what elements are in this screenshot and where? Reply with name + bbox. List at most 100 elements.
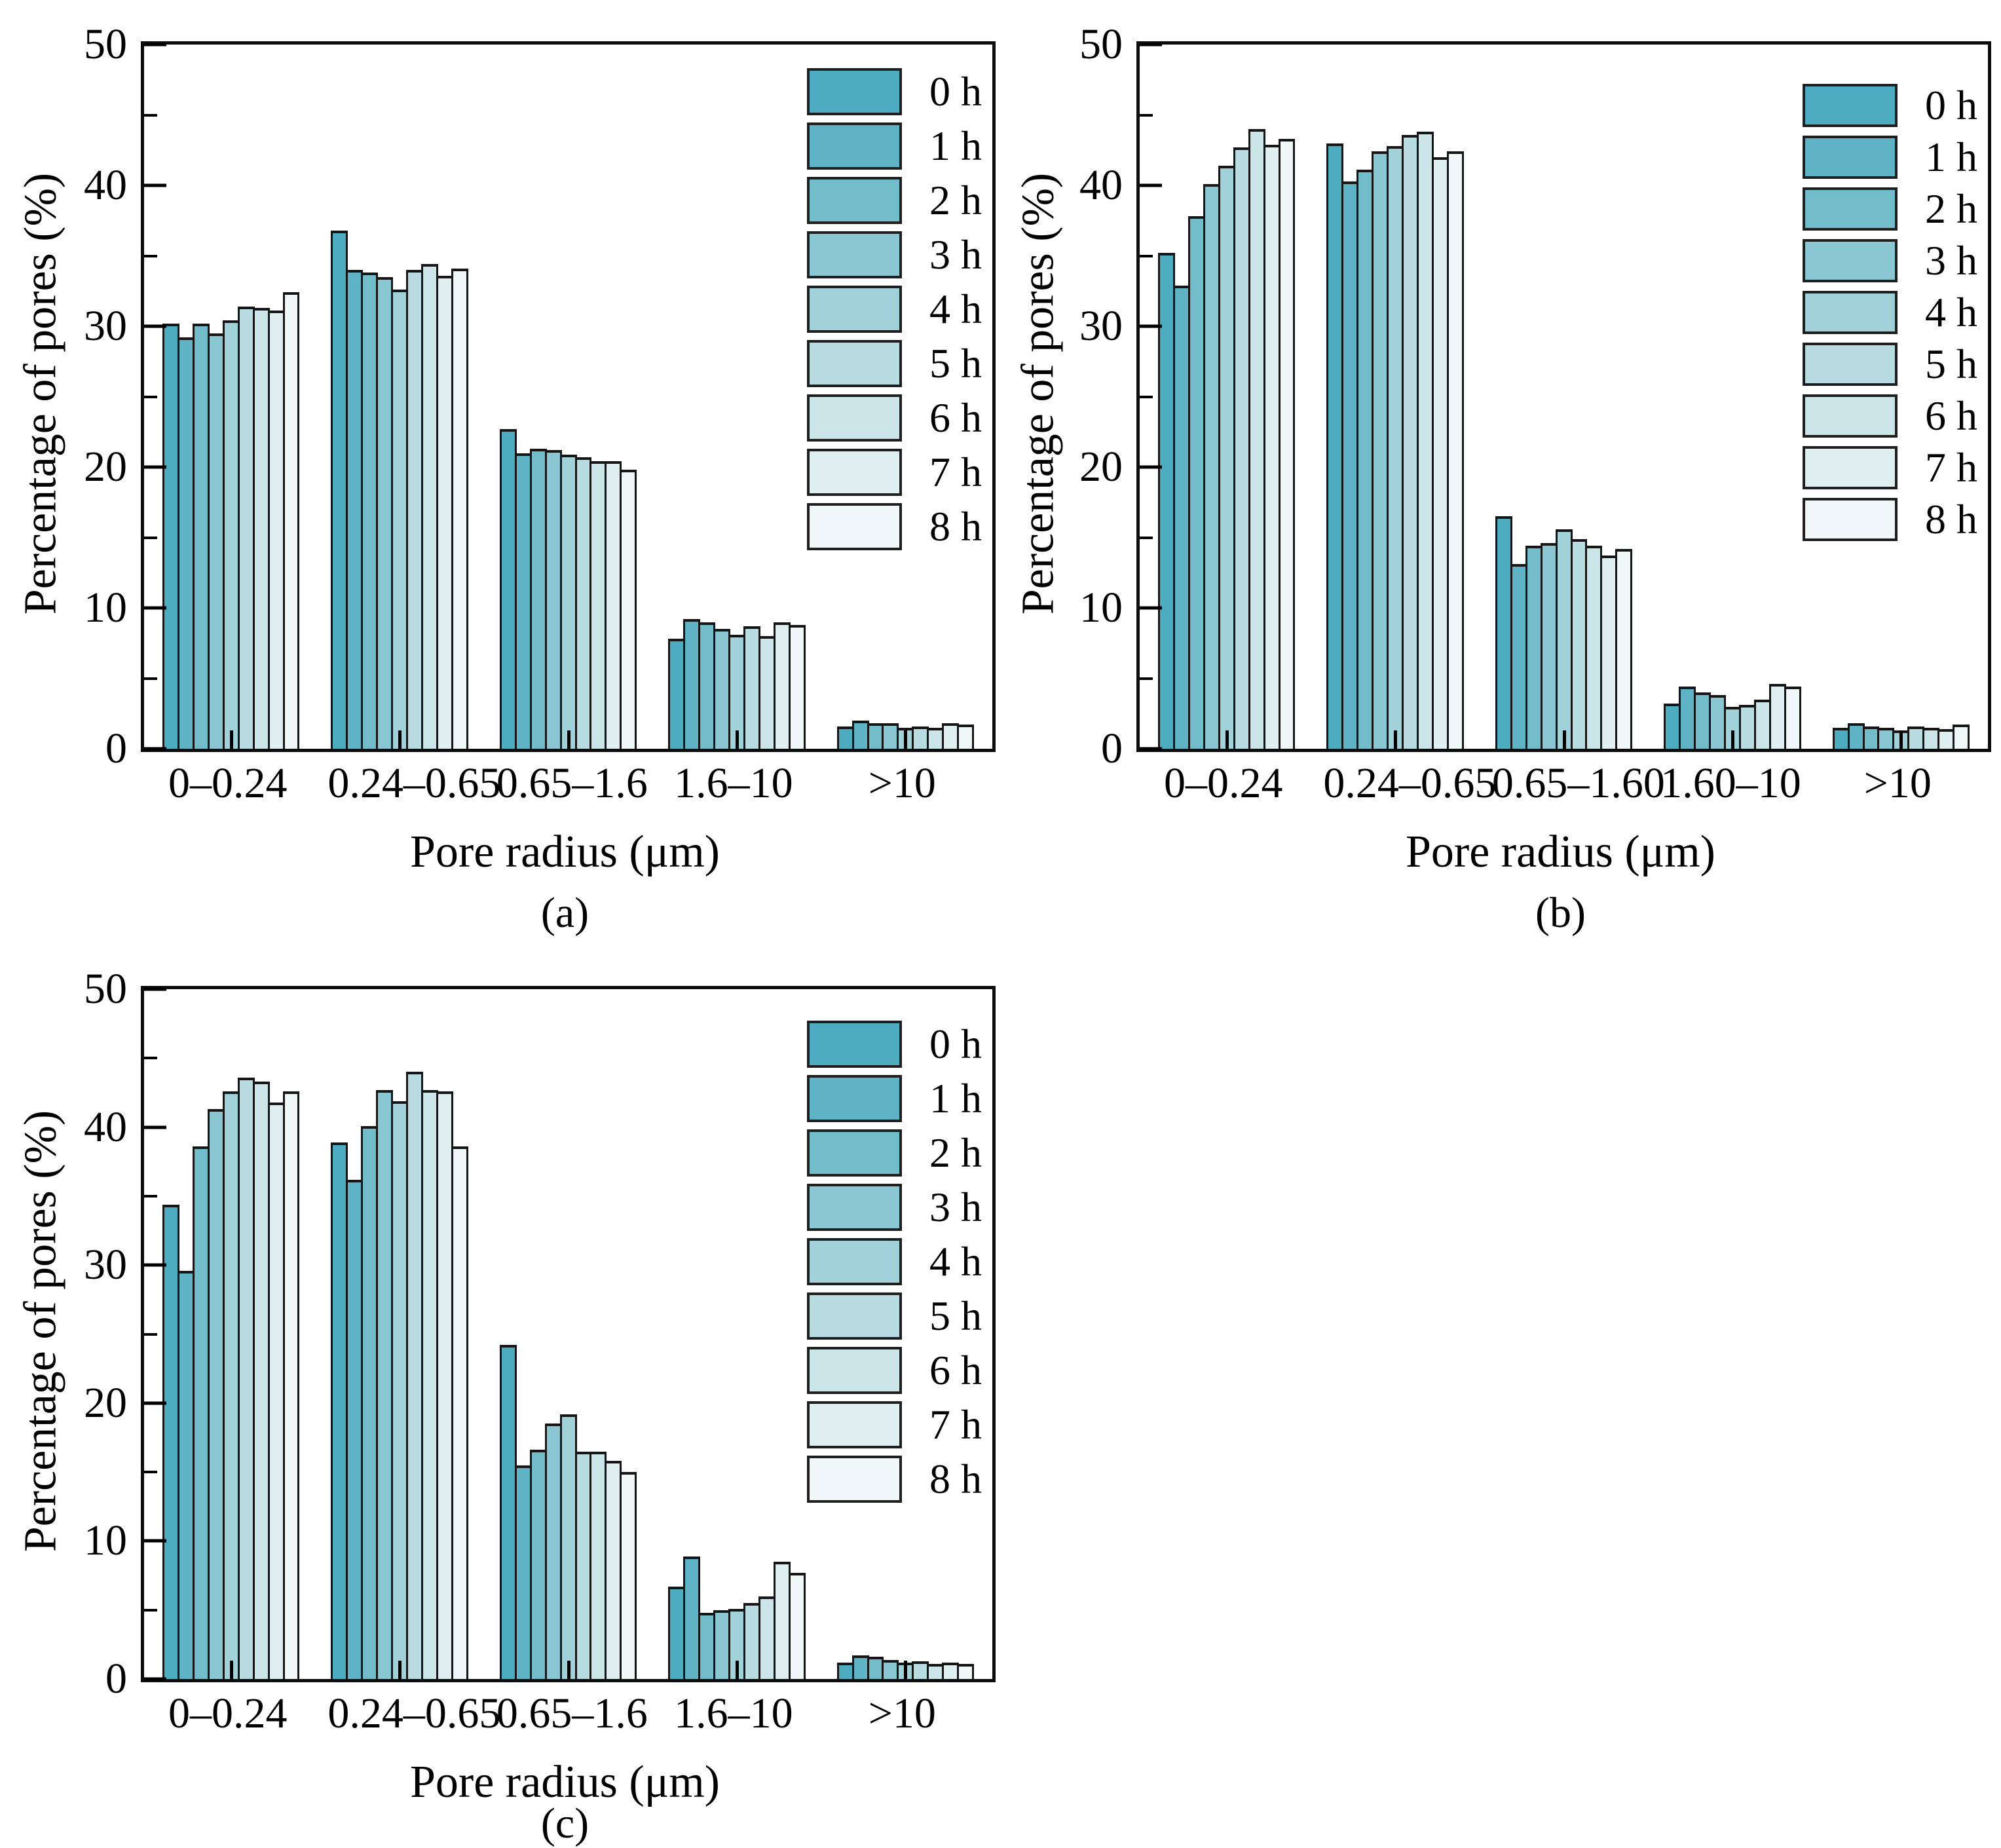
bar	[1709, 695, 1726, 749]
bar	[713, 629, 730, 749]
bar	[222, 1091, 240, 1679]
legend-row: 3 h	[807, 1184, 982, 1231]
bar	[421, 1089, 438, 1679]
y-minor-tick	[144, 536, 157, 539]
bar	[1615, 548, 1633, 749]
legend-label: 5 h	[1925, 341, 1977, 387]
y-minor-tick	[144, 1608, 157, 1612]
bar	[1372, 151, 1389, 749]
x-tick-label: 0.24–0.65	[327, 759, 501, 807]
bar	[1723, 706, 1741, 749]
x-tick-label: 0.24–0.65	[1323, 759, 1497, 807]
bar	[1892, 730, 1910, 749]
subplot-caption: (c)	[540, 1800, 589, 1847]
y-major-tick	[144, 1263, 166, 1267]
bar	[1341, 181, 1359, 749]
y-major-tick	[1140, 606, 1162, 610]
legend-swatch	[807, 503, 902, 550]
y-tick-label: 0	[1101, 725, 1123, 772]
bar	[957, 1663, 975, 1679]
bar	[222, 320, 240, 749]
legend-label: 1 h	[929, 1075, 982, 1122]
y-tick-label: 10	[1079, 584, 1123, 632]
bar	[331, 1142, 348, 1679]
bar	[897, 727, 914, 749]
legend-label: 8 h	[1925, 496, 1977, 542]
y-minor-tick	[1140, 536, 1153, 539]
legend-row: 5 h	[807, 340, 982, 387]
y-tick-label: 20	[1079, 443, 1123, 491]
y-minor-tick	[1140, 254, 1153, 257]
legend-label: 8 h	[929, 503, 982, 550]
legend-swatch	[807, 340, 902, 387]
bar	[620, 470, 637, 749]
bar	[574, 1451, 592, 1679]
y-major-tick	[1140, 183, 1162, 187]
legend-label: 7 h	[929, 1401, 982, 1448]
bar-group	[668, 989, 806, 1679]
bar	[773, 622, 791, 749]
legend-row: 7 h	[807, 449, 982, 496]
bar	[589, 461, 607, 749]
legend-row: 6 h	[807, 1347, 982, 1394]
bar	[957, 725, 975, 749]
bar-group	[668, 45, 806, 749]
y-major-tick	[144, 606, 166, 610]
y-major-tick	[144, 1401, 166, 1405]
legend-swatch	[1803, 239, 1898, 282]
bar	[1877, 727, 1895, 749]
bar	[529, 449, 547, 749]
bar	[451, 268, 468, 749]
bar	[867, 1657, 884, 1679]
bar	[574, 457, 592, 749]
legend-swatch	[807, 1238, 902, 1285]
legend-label: 3 h	[1925, 237, 1977, 284]
bar	[1431, 157, 1449, 749]
bar	[867, 723, 884, 749]
bar	[237, 306, 255, 749]
y-major-tick	[1140, 324, 1162, 328]
bar	[589, 1451, 607, 1679]
bar	[927, 727, 944, 749]
y-minor-tick	[1140, 395, 1153, 398]
bar	[851, 721, 869, 749]
y-tick-label: 30	[1079, 302, 1123, 350]
y-tick-label: 20	[84, 443, 127, 491]
legend-swatch	[807, 1021, 902, 1068]
x-category-tick	[567, 1661, 570, 1679]
bar	[559, 454, 577, 749]
legend-label: 0 h	[929, 1021, 982, 1067]
y-tick-label: 30	[84, 302, 127, 350]
x-axis-title: Pore radius (μm)	[1406, 827, 1715, 877]
x-category-tick	[735, 730, 739, 749]
legend-row: 7 h	[1803, 446, 1977, 489]
bar	[1922, 727, 1940, 749]
y-tick-label: 0	[105, 725, 127, 772]
y-major-tick	[144, 987, 166, 991]
x-tick-label: 1.6–10	[674, 759, 793, 807]
legend-swatch	[1803, 446, 1898, 489]
x-tick-label: 0.65–1.60	[1491, 759, 1665, 807]
y-major-tick	[144, 747, 166, 751]
subplot-caption: (b)	[1535, 889, 1586, 937]
bar	[1525, 546, 1543, 749]
bar	[421, 264, 438, 749]
y-axis-title: Percentage of pores (%)	[15, 172, 65, 614]
legend-swatch	[807, 1347, 902, 1394]
bar	[192, 1146, 210, 1679]
x-category-tick	[1730, 730, 1734, 749]
x-category-tick	[1899, 730, 1903, 749]
bar	[851, 1655, 869, 1679]
y-tick-label: 50	[1079, 20, 1123, 68]
bar	[1847, 723, 1865, 749]
legend: 0 h 1 h 2 h 3 h 4 h 5 h 6 h 7 h 8 h	[807, 1021, 982, 1503]
x-tick-label: 0–0.24	[1163, 759, 1283, 807]
x-category-tick	[1562, 730, 1566, 749]
legend-swatch	[807, 449, 902, 496]
bar	[267, 311, 285, 749]
plot-area: 0 h 1 h 2 h 3 h 4 h 5 h 6 h 7 h 8 h 0 10 20 30 40 50	[84, 23, 996, 770]
x-category-tick	[904, 1661, 908, 1679]
bar	[683, 1556, 701, 1679]
bar	[1218, 165, 1235, 749]
